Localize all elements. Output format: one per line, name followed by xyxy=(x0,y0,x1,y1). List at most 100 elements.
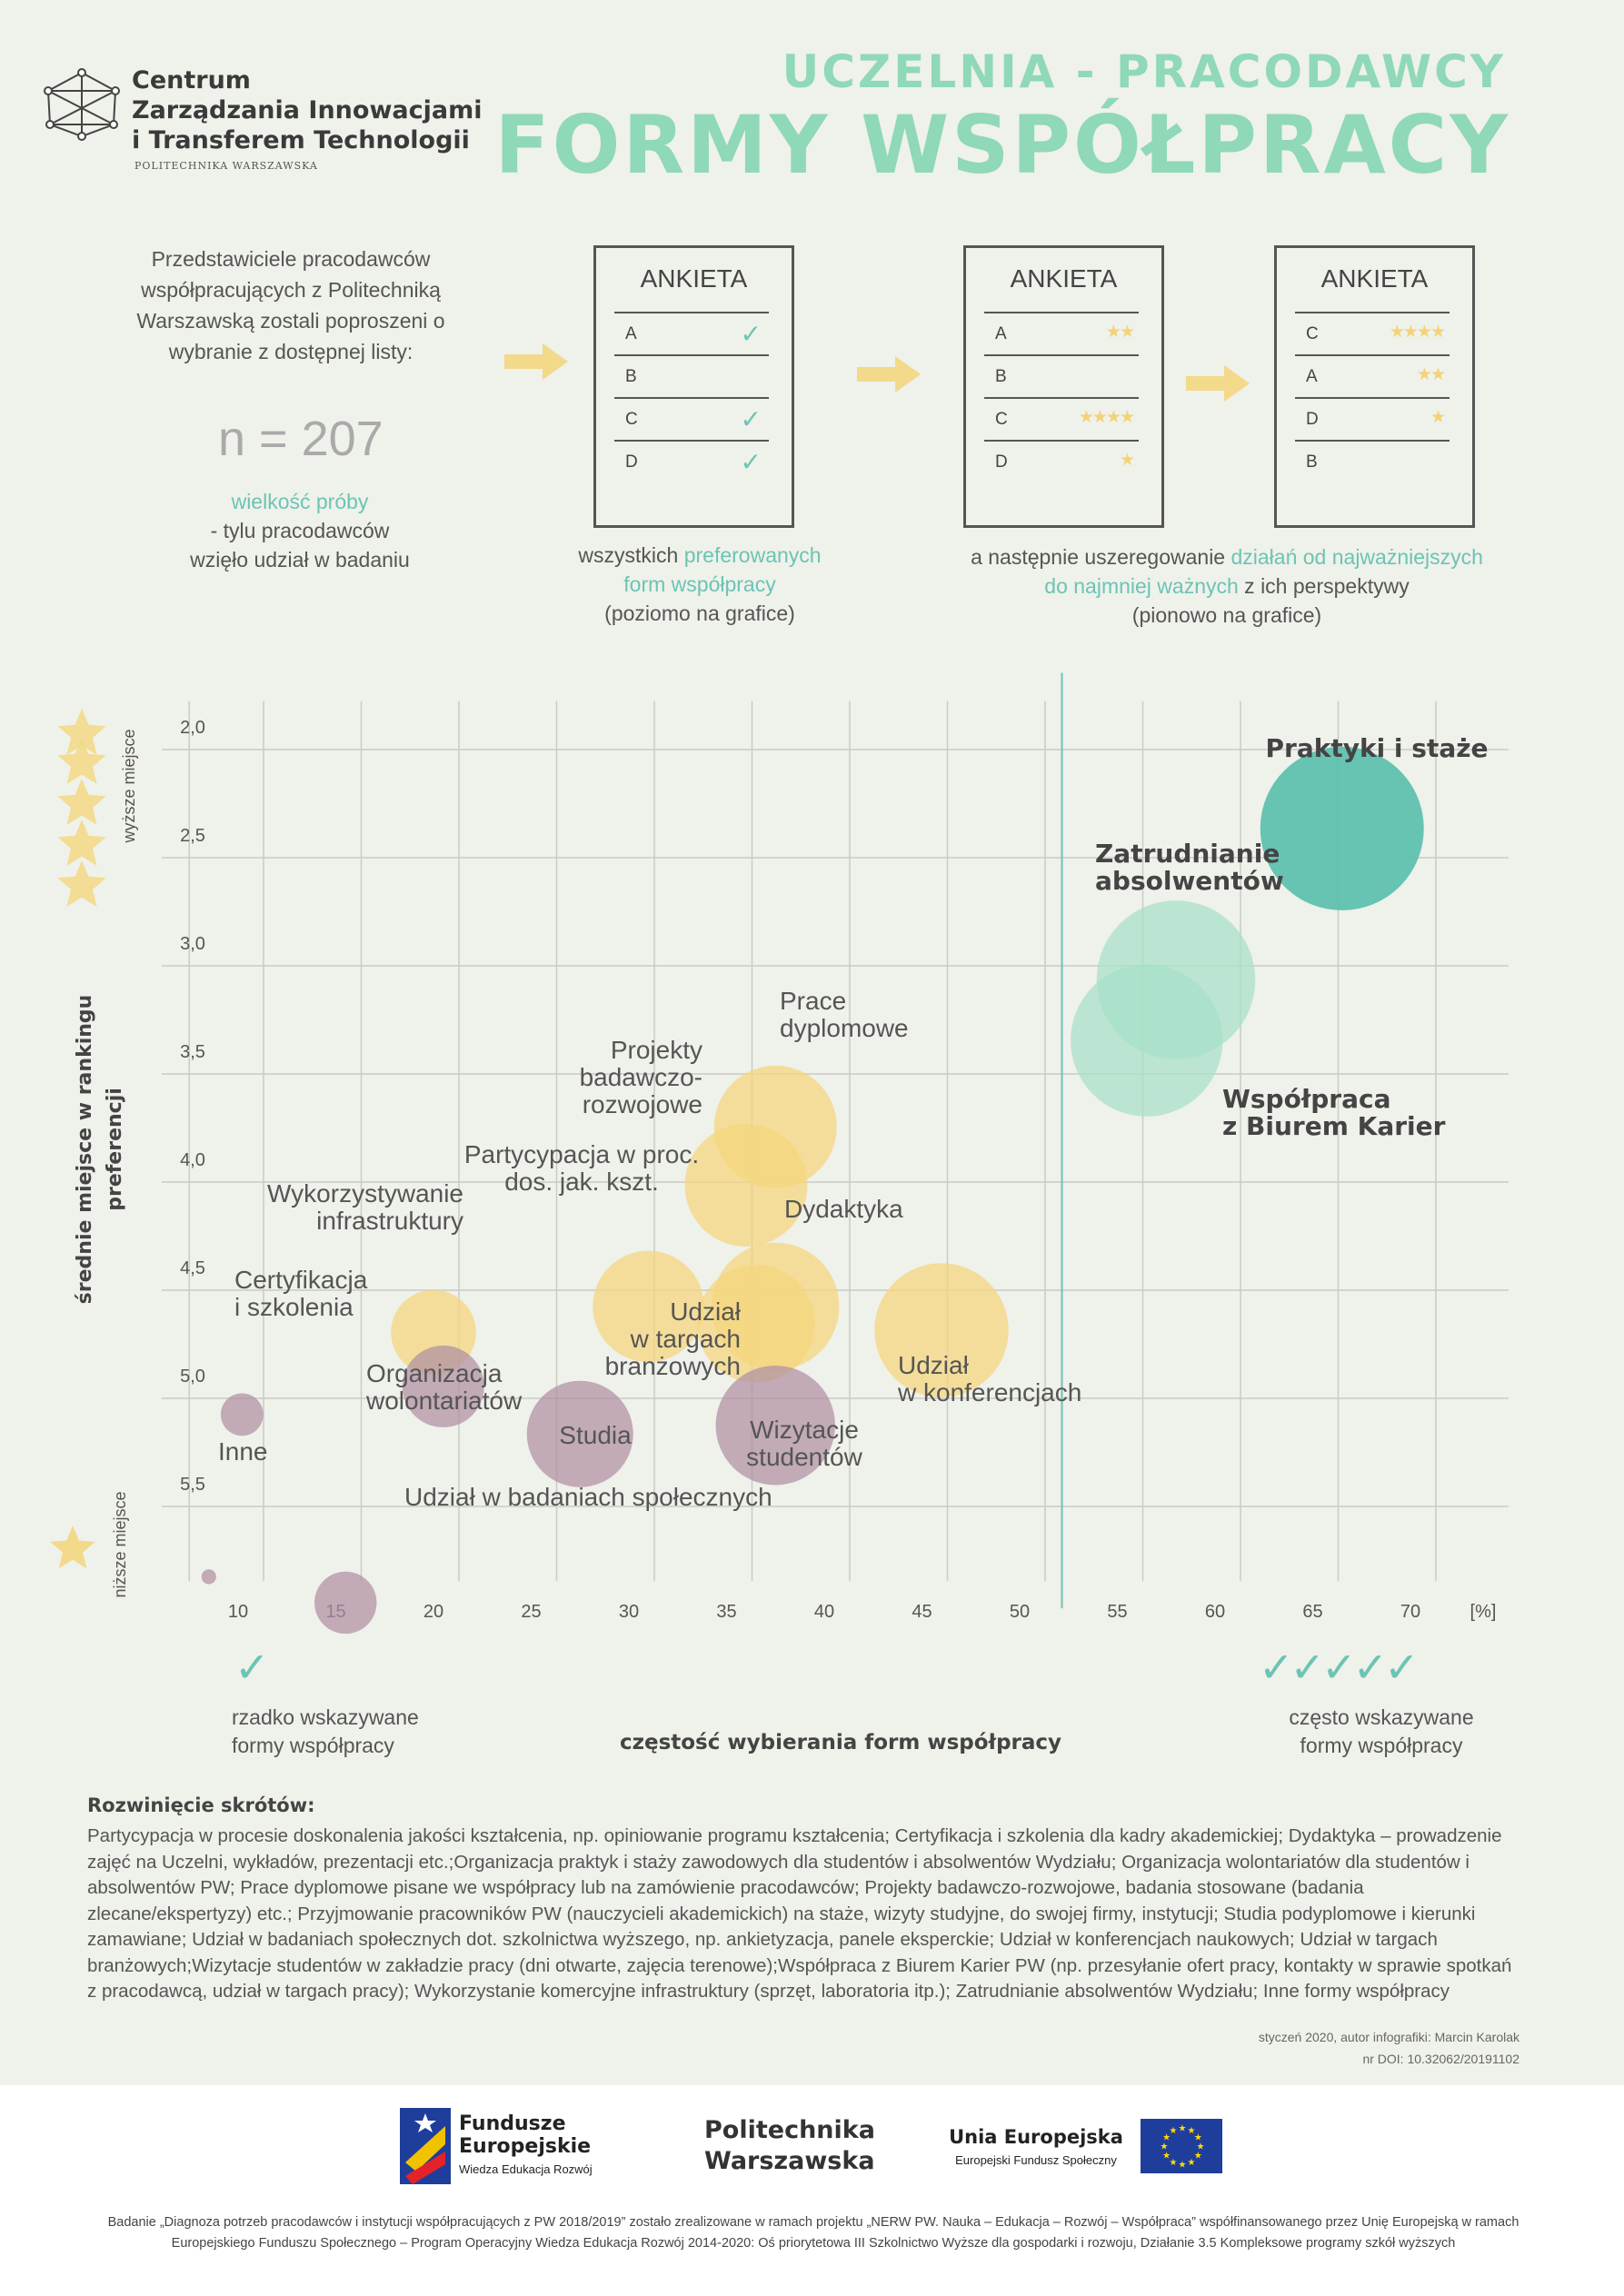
eu-name: Unia Europejska xyxy=(949,2126,1123,2148)
card-row: D ★ xyxy=(1295,397,1450,441)
bubble xyxy=(314,1571,377,1635)
row-label: B xyxy=(625,367,637,386)
caption-text: (poziomo na grafice) xyxy=(604,601,795,625)
page-subtitle: UCZELNIA - PRACODAWCY xyxy=(782,45,1506,98)
card-row: B xyxy=(614,354,769,398)
row-label: D xyxy=(625,452,638,472)
logo-subtitle: POLITECHNIKA WARSZAWSKA xyxy=(135,160,318,172)
card-row: A ★★ xyxy=(1295,354,1450,398)
bubble-label: Zatrudnianie absolwentów xyxy=(1095,839,1284,896)
star-icon xyxy=(50,1526,95,1568)
credit: styczeń 2020, autor infografiki: Marcin … xyxy=(1259,2026,1519,2070)
card-row: C ★★★★ xyxy=(984,397,1139,441)
eu-star: ★ xyxy=(1188,2126,1196,2136)
row-label: B xyxy=(995,367,1007,386)
network-logo-icon xyxy=(44,68,120,141)
y-tick-label: 3,5 xyxy=(180,1042,205,1062)
bubble-label: Organizacja wolontariatów xyxy=(365,1359,523,1415)
bubble xyxy=(201,1569,216,1585)
pw-line: Politechnika xyxy=(704,2116,875,2144)
card-row: C ✓ xyxy=(614,397,769,441)
row-label: C xyxy=(1306,324,1319,343)
card-row: C ★★★★ xyxy=(1295,312,1450,355)
eu-star: ★ xyxy=(1179,2161,1187,2171)
page-title: FORMY WSPÓŁPRACY xyxy=(494,98,1510,192)
bubble-label: Udział w badaniach społecznych xyxy=(404,1483,772,1511)
bubble-label: Współpraca z Biurem Karier xyxy=(1222,1084,1446,1141)
caption-text: a następnie uszeregowanie xyxy=(971,545,1231,569)
bubble xyxy=(874,1263,1009,1397)
row-label: D xyxy=(995,452,1008,472)
eu-star: ★ xyxy=(1161,2142,1169,2152)
bubble xyxy=(715,1366,835,1486)
bubble xyxy=(684,1124,808,1247)
credit-line: nr DOI: 10.32062/20191102 xyxy=(1362,2052,1519,2066)
star-icon: ★ xyxy=(1430,408,1446,427)
legend-line: często wskazywane xyxy=(1289,1705,1474,1729)
y-tick-label: 4,0 xyxy=(180,1150,205,1170)
card-row: D ★ xyxy=(984,440,1139,483)
bubble-label: Partycypacja w proc. dos. jak. kszt. xyxy=(464,1140,699,1196)
logo-line: i Transferem Technologii xyxy=(132,126,470,154)
y-tick-label: 5,0 xyxy=(180,1367,205,1387)
row-label: D xyxy=(1306,410,1319,429)
logo-line: Zarządzania Innowacjami xyxy=(132,96,483,124)
x-axis-title: częstość wybierania form współpracy xyxy=(619,1731,1062,1754)
card-row: B xyxy=(984,354,1139,398)
check-icon: ✓ xyxy=(740,405,762,433)
x-tick-label: 65 xyxy=(1302,1602,1322,1622)
bubble xyxy=(1071,964,1223,1117)
bubble xyxy=(593,1250,704,1363)
logo-wordmark: Centrum Zarządzania Innowacjami i Transf… xyxy=(132,65,482,155)
bubble-label: Dydaktyka xyxy=(784,1195,903,1223)
x-tick-label: 40 xyxy=(814,1602,834,1622)
bubble-chart: 10152025303540455055606570[%]2,02,53,03,… xyxy=(50,672,1509,1635)
y-tick-label: 4,5 xyxy=(180,1258,205,1278)
eu-star: ★ xyxy=(1194,2133,1202,2143)
star-icon: ★ xyxy=(1119,451,1135,470)
x-tick-label: 55 xyxy=(1107,1602,1127,1622)
sample-line: wzięło udział w badaniu xyxy=(190,548,410,572)
eu-star: ★ xyxy=(1188,2158,1196,2168)
sample-description: wielkość próby - tylu pracodawców wzięło… xyxy=(154,487,445,574)
card-row: B xyxy=(1295,440,1450,483)
bubble-label: Udział w konferencjach xyxy=(897,1351,1081,1406)
caption-highlight: form współpracy xyxy=(623,572,776,596)
caption-select: wszystkich preferowanych form współpracy… xyxy=(545,541,854,628)
y-tick-label: 5,5 xyxy=(180,1475,205,1495)
x-tick-label: 20 xyxy=(423,1602,443,1622)
y-tick-label: 2,5 xyxy=(180,826,205,846)
legend-high-frequency: często wskazywane formy współpracy xyxy=(1263,1704,1499,1760)
legend-line: formy współpracy xyxy=(1300,1734,1463,1757)
eu-funds-name: Fundusze Europejskie xyxy=(459,2112,591,2158)
x-tick-label: 45 xyxy=(912,1602,932,1622)
eu-star: ★ xyxy=(1162,2152,1171,2162)
row-label: C xyxy=(625,410,638,429)
footer-note: Badanie „Diagnoza potrzeb pracodawców i … xyxy=(107,2215,1519,2251)
fund-line: Europejskie xyxy=(459,2135,592,2158)
star-icon: ★★★★ xyxy=(1078,408,1135,427)
y-top-label: wyższe miejsce xyxy=(120,729,138,843)
arrow-right-icon xyxy=(857,356,921,393)
bubble-label: Projekty badawczo-rozwojowe xyxy=(580,1036,702,1118)
card-row: A ★★ xyxy=(984,312,1139,355)
arrow-right-icon xyxy=(1186,365,1250,402)
survey-card-sorted: ANKIETA C ★★★★ A ★★ D ★ B xyxy=(1274,245,1475,528)
bubble xyxy=(402,1345,484,1427)
row-label: B xyxy=(1306,452,1318,472)
bubble xyxy=(220,1393,264,1436)
star-icon xyxy=(57,779,106,825)
eu-star: ★ xyxy=(1162,2133,1171,2143)
card-title: ANKIETA xyxy=(640,264,748,293)
row-label: A xyxy=(625,324,637,343)
pw-line: Warszawska xyxy=(704,2147,875,2175)
fund-line: Fundusze xyxy=(459,2112,566,2135)
notes-heading: Rozwinięcie skrótów: xyxy=(87,1794,315,1816)
eu-fund-name: Europejski Fundusz Społeczny xyxy=(955,2153,1117,2167)
intro-text: Przedstawiciele pracodawców współpracują… xyxy=(136,247,445,363)
legend-line: formy współpracy xyxy=(232,1734,394,1757)
card-row: A ✓ xyxy=(614,312,769,355)
caption-text: z ich perspektywy xyxy=(1238,574,1410,598)
legend-line: rzadko wskazywane xyxy=(232,1705,419,1729)
x-unit-label: [%] xyxy=(1470,1602,1497,1622)
